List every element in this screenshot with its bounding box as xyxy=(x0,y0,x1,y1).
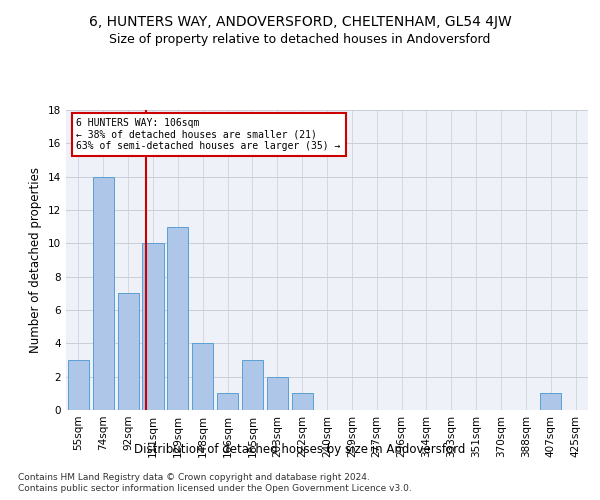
Bar xyxy=(68,360,89,410)
Bar xyxy=(93,176,114,410)
Text: 6, HUNTERS WAY, ANDOVERSFORD, CHELTENHAM, GL54 4JW: 6, HUNTERS WAY, ANDOVERSFORD, CHELTENHAM… xyxy=(89,15,511,29)
Bar xyxy=(118,294,139,410)
Text: Size of property relative to detached houses in Andoversford: Size of property relative to detached ho… xyxy=(109,32,491,46)
Text: Distribution of detached houses by size in Andoversford: Distribution of detached houses by size … xyxy=(134,442,466,456)
Bar xyxy=(192,344,213,410)
Y-axis label: Number of detached properties: Number of detached properties xyxy=(29,167,43,353)
Bar xyxy=(267,376,288,410)
Text: Contains HM Land Registry data © Crown copyright and database right 2024.: Contains HM Land Registry data © Crown c… xyxy=(18,472,370,482)
Bar xyxy=(217,394,238,410)
Bar xyxy=(540,394,561,410)
Bar xyxy=(242,360,263,410)
Bar xyxy=(292,394,313,410)
Text: 6 HUNTERS WAY: 106sqm
← 38% of detached houses are smaller (21)
63% of semi-deta: 6 HUNTERS WAY: 106sqm ← 38% of detached … xyxy=(76,118,341,150)
Bar xyxy=(167,226,188,410)
Bar xyxy=(142,244,164,410)
Text: Contains public sector information licensed under the Open Government Licence v3: Contains public sector information licen… xyxy=(18,484,412,493)
